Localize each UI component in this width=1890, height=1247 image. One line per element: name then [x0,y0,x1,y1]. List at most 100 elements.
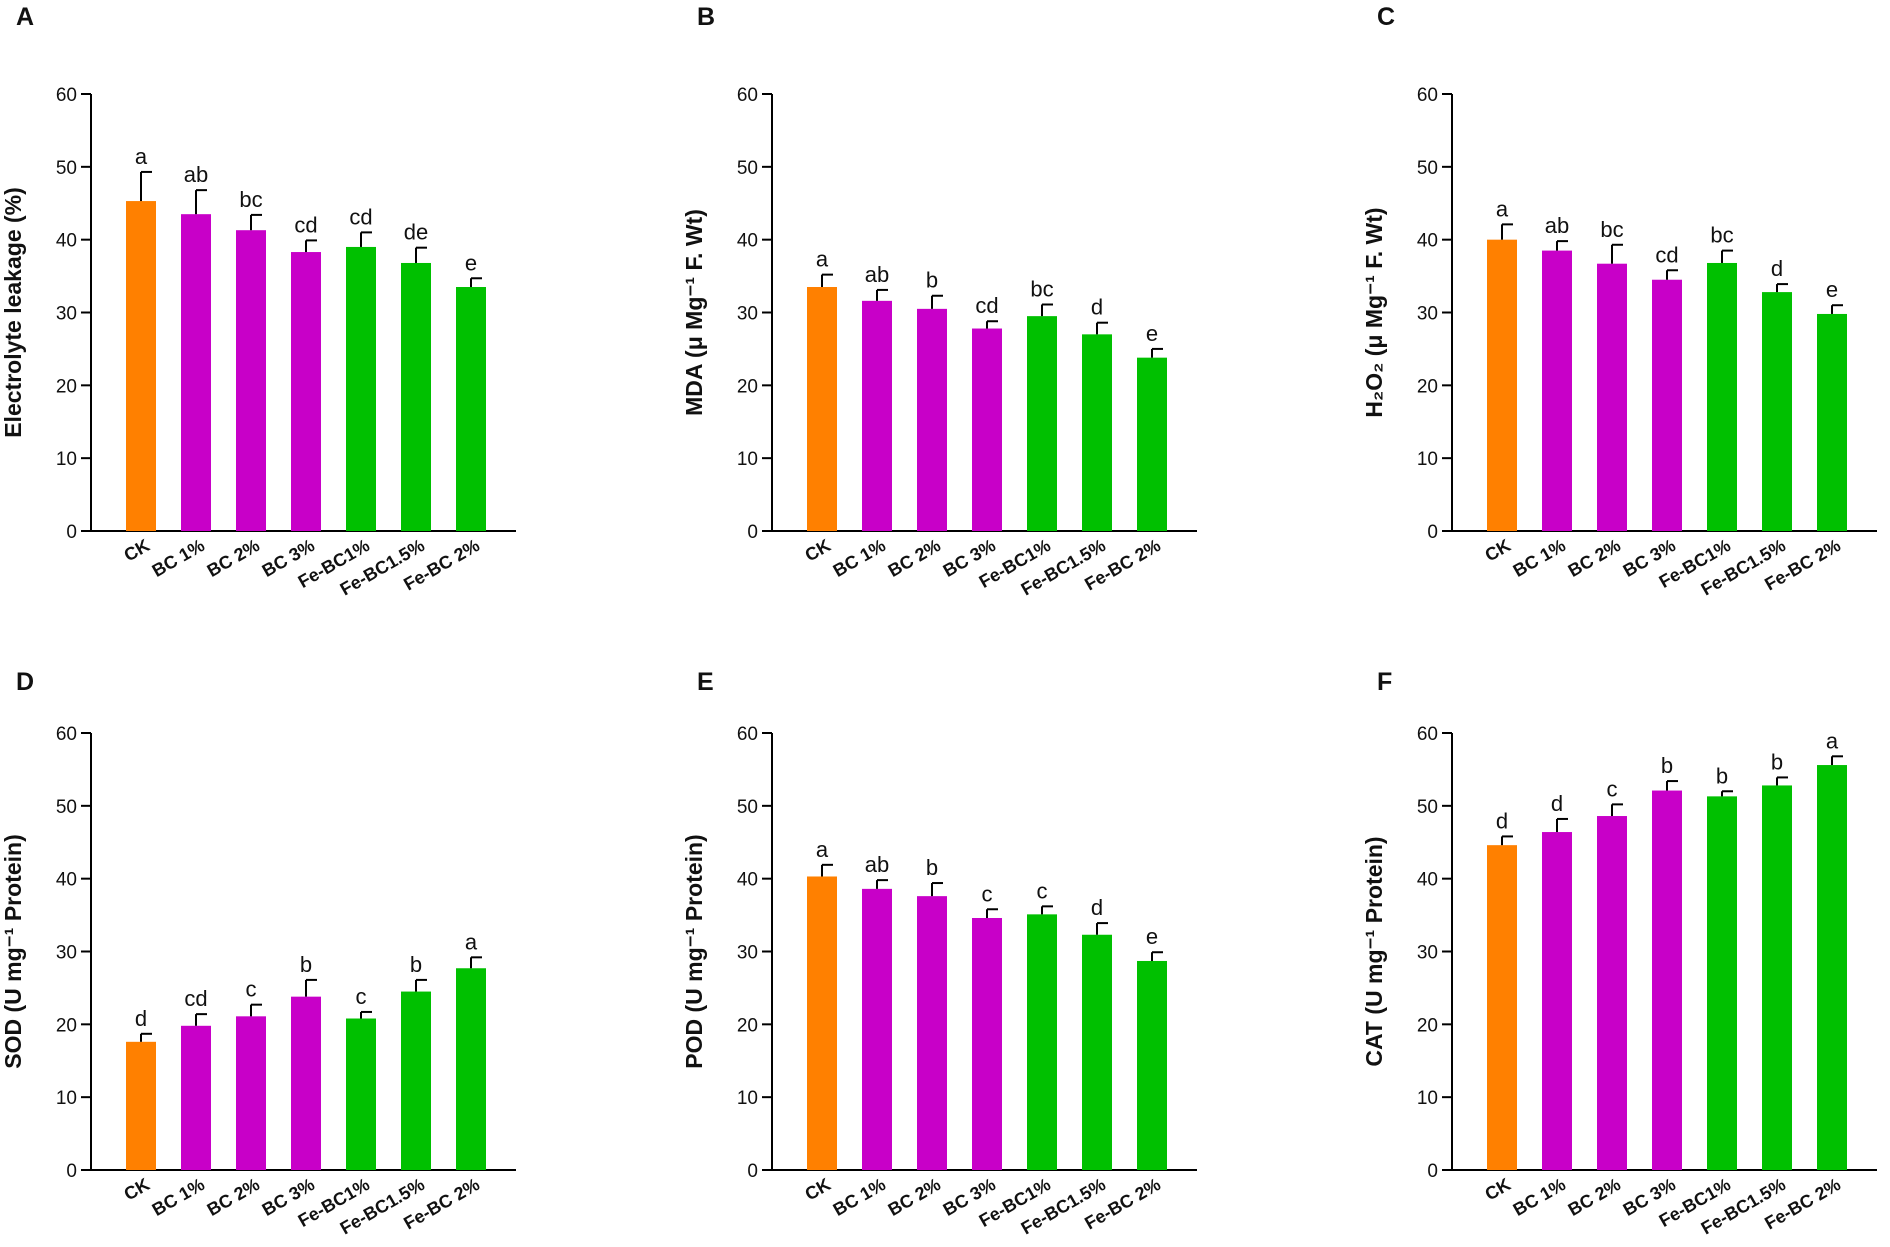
significance-label: a [1496,196,1509,221]
significance-label: cd [349,204,372,229]
bar-bc-1 [181,1025,211,1170]
bar-bc-3 [972,917,1002,1170]
y-tick-label: 50 [56,158,77,179]
significance-label: d [1091,295,1103,320]
bar-fe-bc1-5 [1082,934,1112,1170]
bar-fe-bc-2 [1817,765,1847,1170]
significance-label: cd [1655,242,1678,267]
y-tick-label: 0 [1427,522,1438,543]
y-tick-label: 10 [1417,449,1438,470]
bar-fe-bc-2 [1137,960,1167,1170]
bar-fe-bc1 [1027,316,1057,531]
bar-bc-2 [1597,816,1627,1170]
y-tick-label: 60 [737,85,758,106]
chart-panel-f: F 0 10 20 30 40 50 60 CAT (U mg⁻¹ Protein) d CK d BC… [1361,668,1877,1238]
y-tick-label: 40 [56,231,77,252]
bar-fe-bc-2 [1137,357,1167,531]
bar-fe-bc1 [1707,262,1737,531]
bar-ck [1487,845,1517,1170]
x-tick-label: BC 2% [885,535,944,581]
bar-fe-bc1 [1027,914,1057,1170]
significance-label: ab [865,262,889,287]
y-tick-label: 30 [737,304,758,325]
x-tick-label: BC 1% [1510,535,1569,581]
significance-label: d [135,1006,147,1031]
chart-panel-c: C 0 10 20 30 40 50 60 H₂O₂ (μ Mg⁻¹ F. Wt) a CK ab BC… [1361,3,1877,599]
y-axis-title: MDA (μ Mg⁻¹ F. Wt) [681,209,707,416]
y-tick-label: 0 [66,1161,77,1182]
y-tick-label: 0 [747,1161,758,1182]
bar-bc-3 [1652,790,1682,1170]
x-tick-label: BC 2% [204,535,263,581]
bar-bc-1 [1542,832,1572,1170]
y-tick-label: 20 [56,1015,77,1036]
y-tick-label: 30 [1417,943,1438,964]
y-tick-label: 60 [56,85,77,106]
panel-label: A [16,3,34,31]
x-tick-label: BC 1% [149,535,208,581]
significance-label: cd [294,212,317,237]
x-tick-label: BC 1% [1510,1174,1569,1220]
significance-label: b [410,952,422,977]
significance-label: c [1607,776,1618,801]
bar-fe-bc1-5 [401,991,431,1170]
y-tick-label: 40 [1417,870,1438,891]
y-tick-label: 40 [1417,231,1438,252]
chart-panel-b: B 0 10 20 30 40 50 60 MDA (μ Mg⁻¹ F. Wt) a CK ab BC … [681,3,1197,599]
y-tick-label: 60 [1417,85,1438,106]
y-tick-label: 30 [737,943,758,964]
significance-label: d [1496,808,1508,833]
significance-label: e [465,250,477,275]
x-tick-label: BC 1% [830,535,889,581]
significance-label: d [1551,791,1563,816]
significance-label: de [404,220,428,245]
chart-panel-e: E 0 10 20 30 40 50 60 POD (U mg⁻¹ Protein) a CK ab B… [681,668,1197,1238]
y-tick-label: 40 [56,870,77,891]
y-tick-label: 10 [56,449,77,470]
y-tick-label: 60 [56,724,77,745]
bar-bc-3 [1652,279,1682,531]
bar-bc-3 [291,996,321,1170]
y-tick-label: 30 [1417,304,1438,325]
significance-label: c [1037,878,1048,903]
x-tick-label: CK [120,1174,153,1204]
y-tick-label: 20 [1417,1015,1438,1036]
significance-label: a [1826,728,1839,753]
significance-label: d [1091,895,1103,920]
significance-label: b [1661,753,1673,778]
y-tick-label: 10 [1417,1088,1438,1109]
bar-fe-bc1-5 [401,262,431,531]
y-axis-title: H₂O₂ (μ Mg⁻¹ F. Wt) [1361,207,1387,417]
bar-bc-2 [236,1016,266,1170]
x-tick-label: BC 2% [885,1174,944,1220]
significance-label: a [465,929,478,954]
y-tick-label: 60 [737,724,758,745]
y-tick-label: 40 [737,231,758,252]
bar-bc-1 [181,214,211,532]
y-axis-title: POD (U mg⁻¹ Protein) [681,834,707,1068]
y-tick-label: 0 [747,522,758,543]
panel-label: E [697,668,714,696]
bar-fe-bc-2 [1817,313,1847,531]
y-tick-label: 0 [1427,1161,1438,1182]
significance-label: a [816,837,829,862]
significance-label: e [1826,277,1838,302]
panel-label: C [1377,3,1395,31]
bar-ck [807,287,837,531]
bar-fe-bc1-5 [1762,785,1792,1170]
bar-bc-3 [972,328,1002,531]
significance-label: b [926,855,938,880]
x-tick-label: CK [120,535,153,565]
bar-ck [807,876,837,1170]
significance-label: a [816,247,829,272]
y-tick-label: 30 [56,304,77,325]
significance-label: ab [184,162,208,187]
y-tick-label: 0 [66,522,77,543]
bar-fe-bc1-5 [1082,334,1112,531]
y-axis-title: Electrolyte leakage (%) [0,187,26,438]
significance-label: bc [1030,276,1053,301]
bar-bc-2 [917,896,947,1170]
bar-bc-1 [862,300,892,531]
